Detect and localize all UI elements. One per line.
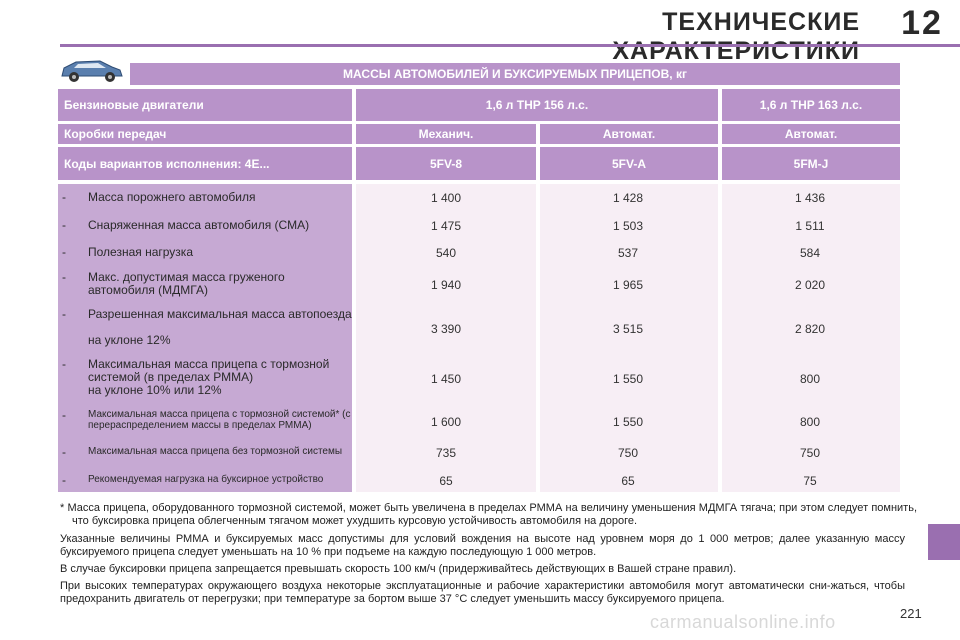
row-label: Рекомендуемая нагрузка на буксирное устр… xyxy=(88,474,324,485)
row-value: 65 xyxy=(621,474,635,488)
row-sublabel: на уклоне 10% или 12% xyxy=(88,383,222,397)
row-label: Масса порожнего автомобиля xyxy=(88,190,256,204)
chapter-tab xyxy=(928,524,960,560)
row-value: 1 965 xyxy=(612,278,644,292)
page-number: 221 xyxy=(900,606,922,621)
row-value: 540 xyxy=(435,246,457,260)
data-column-1 xyxy=(356,184,536,492)
code-2: 5FV-A xyxy=(611,156,646,171)
row-value: 1 940 xyxy=(430,278,462,292)
row-value: 584 xyxy=(799,246,821,260)
row-label: Максимальная масса прицепа без тормозной… xyxy=(88,446,343,457)
row-value: 1 428 xyxy=(612,191,644,205)
gearbox-row: Коробки передач Механич. Автомат. Автома… xyxy=(58,124,900,144)
row-label: Полезная нагрузка xyxy=(88,245,193,259)
row-label: Макс. допустимая масса груженого автомоб… xyxy=(88,270,285,297)
row-value: 75 xyxy=(803,474,817,488)
row-value: 1 550 xyxy=(612,415,644,429)
note-speed: В случае буксировки прицепа запрещается … xyxy=(60,563,737,575)
label-column xyxy=(58,184,352,492)
row-value: 1 475 xyxy=(430,219,462,233)
row-value: 537 xyxy=(617,246,639,260)
codes-row: Коды вариантов исполнения: 4E... 5FV-8 5… xyxy=(58,147,900,180)
row-value: 750 xyxy=(799,446,821,460)
note-altitude: Указанные величины РММА и буксируемых ма… xyxy=(60,533,905,558)
row-label: Снаряженная масса автомобиля (СМА) xyxy=(88,218,310,232)
car-icon xyxy=(61,60,123,82)
data-column-2 xyxy=(540,184,718,492)
row-value: 1 450 xyxy=(430,372,462,386)
row-value: 1 550 xyxy=(612,372,644,386)
engine-label: Бензиновые двигатели xyxy=(64,98,204,112)
row-sublabel: на уклоне 12% xyxy=(88,333,171,347)
engine-2: 1,6 л THP 163 л.с. xyxy=(759,98,863,112)
row-value: 750 xyxy=(617,446,639,460)
code-3: 5FM-J xyxy=(793,156,829,171)
note-temperature: При высоких температурах окружающего воз… xyxy=(60,580,905,605)
row-value: 735 xyxy=(435,446,457,460)
row-label: Разрешенная максимальная масса автопоезд… xyxy=(88,307,352,321)
table-title: МАССЫ АВТОМОБИЛЕЙ И БУКСИРУЕМЫХ ПРИЦЕПОВ… xyxy=(130,63,900,85)
row-value: 800 xyxy=(799,415,821,429)
row-value: 1 400 xyxy=(430,191,462,205)
row-label: Максимальная масса прицепа с тормозной с… xyxy=(88,409,351,431)
header-divider xyxy=(60,44,960,47)
data-column-3 xyxy=(722,184,900,492)
gearbox-2: Автомат. xyxy=(602,127,656,141)
row-value: 1 511 xyxy=(795,219,825,233)
engine-row: Бензиновые двигатели 1,6 л THP 156 л.с. … xyxy=(58,89,900,121)
row-value: 2 020 xyxy=(794,278,826,292)
row-value: 3 515 xyxy=(612,322,644,336)
footnote: * Масса прицепа, оборудованного тормозно… xyxy=(60,502,917,527)
gearbox-3: Автомат. xyxy=(784,127,838,141)
row-value: 1 600 xyxy=(430,415,462,429)
row-value: 3 390 xyxy=(430,322,462,336)
row-value: 65 xyxy=(439,474,453,488)
gearbox-label: Коробки передач xyxy=(64,127,167,141)
row-value: 2 820 xyxy=(794,322,826,336)
gearbox-1: Механич. xyxy=(418,127,474,141)
page-title: ТЕХНИЧЕСКИЕ ХАРАКТЕРИСТИКИ xyxy=(612,8,860,65)
code-1: 5FV-8 xyxy=(429,156,462,171)
watermark: carmanualsonline.info xyxy=(650,612,836,632)
row-value: 1 436 xyxy=(794,191,826,205)
row-value: 800 xyxy=(799,372,821,386)
row-label: Максимальная масса прицепа с тормозной с… xyxy=(88,357,330,384)
row-value: 1 503 xyxy=(612,219,644,233)
codes-label: Коды вариантов исполнения: 4E... xyxy=(64,156,270,171)
chapter-number: 12 xyxy=(901,4,943,42)
engine-1: 1,6 л THP 156 л.с. xyxy=(485,98,589,112)
